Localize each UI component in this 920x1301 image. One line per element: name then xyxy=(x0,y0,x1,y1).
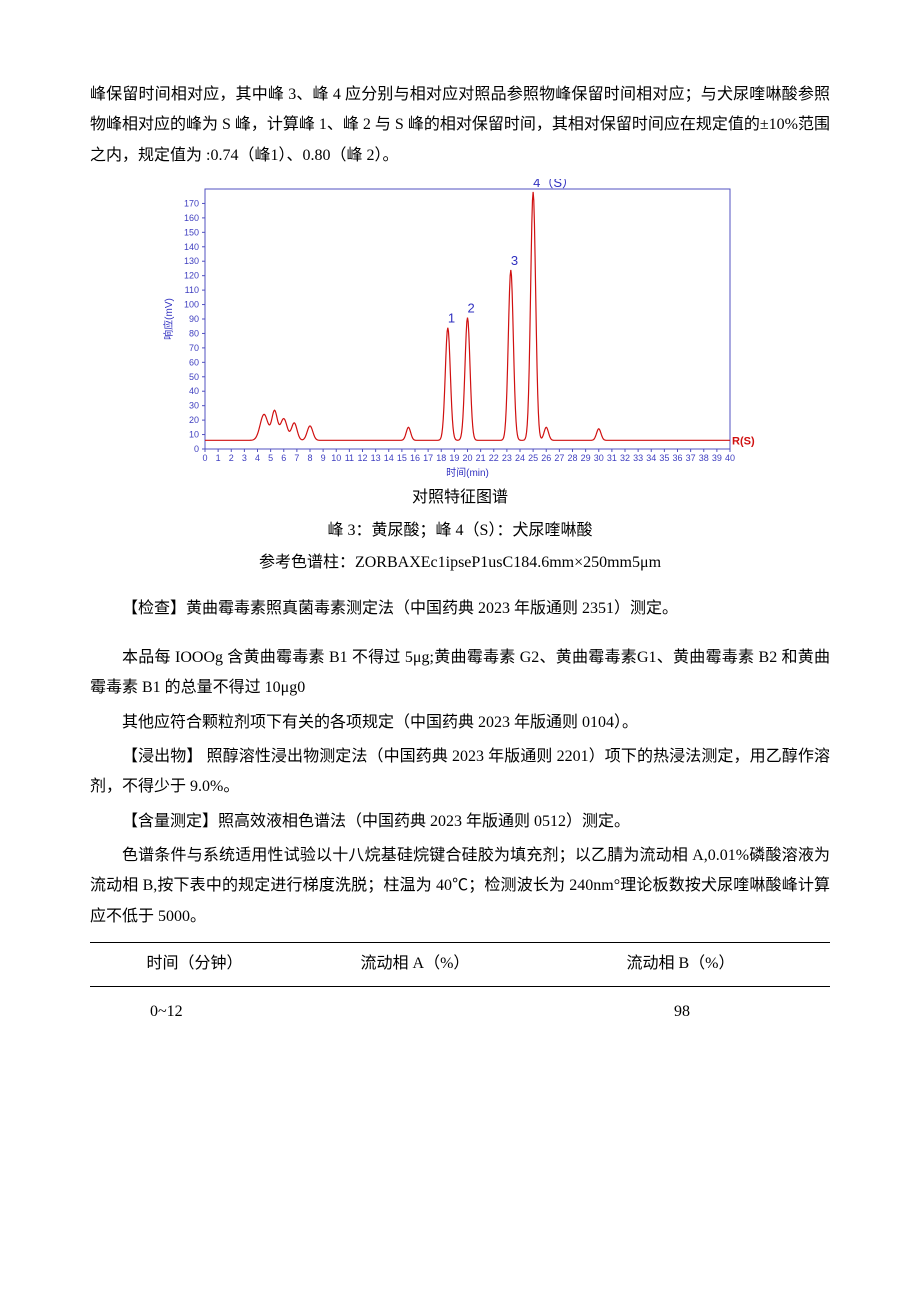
svg-text:10: 10 xyxy=(331,453,341,463)
svg-text:90: 90 xyxy=(189,314,199,324)
paragraph-1: 峰保留时间相对应，其中峰 3、峰 4 应分别与相对应对照品参照物峰保留时间相对应… xyxy=(90,80,830,171)
svg-text:24: 24 xyxy=(515,453,525,463)
paragraph-extract: 【浸出物】 照醇溶性浸出物测定法（中国药典 2023 年版通则 2201）项下的… xyxy=(90,742,830,803)
chart-caption-3: 参考色谱柱：ZORBAXEc1ipseP1usC184.6mm×250mm5μm xyxy=(90,548,830,578)
svg-text:140: 140 xyxy=(184,242,199,252)
chart-caption-1: 对照特征图谱 xyxy=(90,483,830,513)
svg-text:80: 80 xyxy=(189,329,199,339)
table-header-mobile-b: 流动相 B（%） xyxy=(531,943,830,986)
paragraph-assay: 【含量测定】照高效液相色谱法（中国药典 2023 年版通则 0512）测定。 xyxy=(90,807,830,837)
svg-text:4（S）: 4（S） xyxy=(533,179,575,190)
svg-text:70: 70 xyxy=(189,343,199,353)
svg-text:1: 1 xyxy=(216,453,221,463)
svg-text:3: 3 xyxy=(511,253,518,268)
svg-text:130: 130 xyxy=(184,256,199,266)
svg-text:38: 38 xyxy=(699,453,709,463)
chromatogram-chart: 0102030405060708090100110120130140150160… xyxy=(160,179,760,479)
svg-text:23: 23 xyxy=(502,453,512,463)
svg-text:100: 100 xyxy=(184,300,199,310)
svg-text:6: 6 xyxy=(281,453,286,463)
svg-text:26: 26 xyxy=(541,453,551,463)
svg-text:14: 14 xyxy=(384,453,394,463)
svg-text:22: 22 xyxy=(489,453,499,463)
svg-text:34: 34 xyxy=(646,453,656,463)
table-header-mobile-a: 流动相 A（%） xyxy=(299,943,531,986)
svg-text:2: 2 xyxy=(468,301,475,316)
svg-text:时间(min): 时间(min) xyxy=(446,466,489,479)
svg-text:60: 60 xyxy=(189,358,199,368)
svg-text:50: 50 xyxy=(189,372,199,382)
table-cell-mobile-a xyxy=(299,986,531,1029)
svg-text:150: 150 xyxy=(184,228,199,238)
table-cell-mobile-b: 98 xyxy=(531,986,830,1029)
svg-text:20: 20 xyxy=(462,453,472,463)
svg-text:40: 40 xyxy=(725,453,735,463)
svg-text:29: 29 xyxy=(581,453,591,463)
svg-text:0: 0 xyxy=(202,453,207,463)
svg-text:16: 16 xyxy=(410,453,420,463)
table-header-time: 时间（分钟） xyxy=(90,943,299,986)
svg-text:13: 13 xyxy=(371,453,381,463)
paragraph-inspection: 【检查】黄曲霉毒素照真菌毒素测定法（中国药典 2023 年版通则 2351）测定… xyxy=(90,594,830,624)
svg-text:15: 15 xyxy=(397,453,407,463)
svg-text:33: 33 xyxy=(633,453,643,463)
svg-text:25: 25 xyxy=(528,453,538,463)
svg-text:37: 37 xyxy=(686,453,696,463)
svg-text:11: 11 xyxy=(345,453,354,463)
svg-text:8: 8 xyxy=(307,453,312,463)
svg-text:1: 1 xyxy=(448,311,455,326)
paragraph-hplc-conditions: 色谱条件与系统适用性试验以十八烷基硅烷键合硅胶为填充剂；以乙腈为流动相 A,0.… xyxy=(90,841,830,932)
svg-text:32: 32 xyxy=(620,453,630,463)
paragraph-aflatoxin: 本品每 IOOOg 含黄曲霉毒素 B1 不得过 5μg;黄曲霉毒素 G2、黄曲霉… xyxy=(90,643,830,704)
svg-text:5: 5 xyxy=(268,453,273,463)
table-cell-time: 0~12 xyxy=(90,986,299,1029)
svg-text:19: 19 xyxy=(449,453,459,463)
svg-text:2: 2 xyxy=(229,453,234,463)
svg-text:31: 31 xyxy=(607,453,617,463)
svg-text:9: 9 xyxy=(321,453,326,463)
svg-text:21: 21 xyxy=(476,453,486,463)
svg-text:3: 3 xyxy=(242,453,247,463)
svg-text:30: 30 xyxy=(594,453,604,463)
svg-text:35: 35 xyxy=(659,453,669,463)
svg-text:7: 7 xyxy=(294,453,299,463)
svg-text:4: 4 xyxy=(255,453,260,463)
svg-text:170: 170 xyxy=(184,199,199,209)
svg-text:28: 28 xyxy=(567,453,577,463)
svg-text:20: 20 xyxy=(189,415,199,425)
svg-text:0: 0 xyxy=(194,444,199,454)
svg-text:160: 160 xyxy=(184,213,199,223)
svg-text:12: 12 xyxy=(357,453,367,463)
svg-text:30: 30 xyxy=(189,401,199,411)
svg-text:39: 39 xyxy=(712,453,722,463)
svg-text:17: 17 xyxy=(423,453,433,463)
svg-text:27: 27 xyxy=(554,453,564,463)
svg-text:40: 40 xyxy=(189,386,199,396)
chart-caption-2: 峰 3：黄尿酸；峰 4（S）：犬尿喹啉酸 xyxy=(90,516,830,546)
table-header-row: 时间（分钟） 流动相 A（%） 流动相 B（%） xyxy=(90,943,830,986)
svg-text:10: 10 xyxy=(189,430,199,440)
svg-text:18: 18 xyxy=(436,453,446,463)
svg-text:120: 120 xyxy=(184,271,199,281)
svg-text:36: 36 xyxy=(672,453,682,463)
table-row: 0~12 98 xyxy=(90,986,830,1029)
gradient-elution-table: 时间（分钟） 流动相 A（%） 流动相 B（%） 0~12 98 xyxy=(90,942,830,1029)
svg-text:响应(mV): 响应(mV) xyxy=(162,298,175,340)
svg-text:110: 110 xyxy=(185,285,199,295)
svg-text:R(S): R(S) xyxy=(732,436,755,448)
paragraph-granule-spec: 其他应符合颗粒剂项下有关的各项规定（中国药典 2023 年版通则 0104）。 xyxy=(90,708,830,738)
